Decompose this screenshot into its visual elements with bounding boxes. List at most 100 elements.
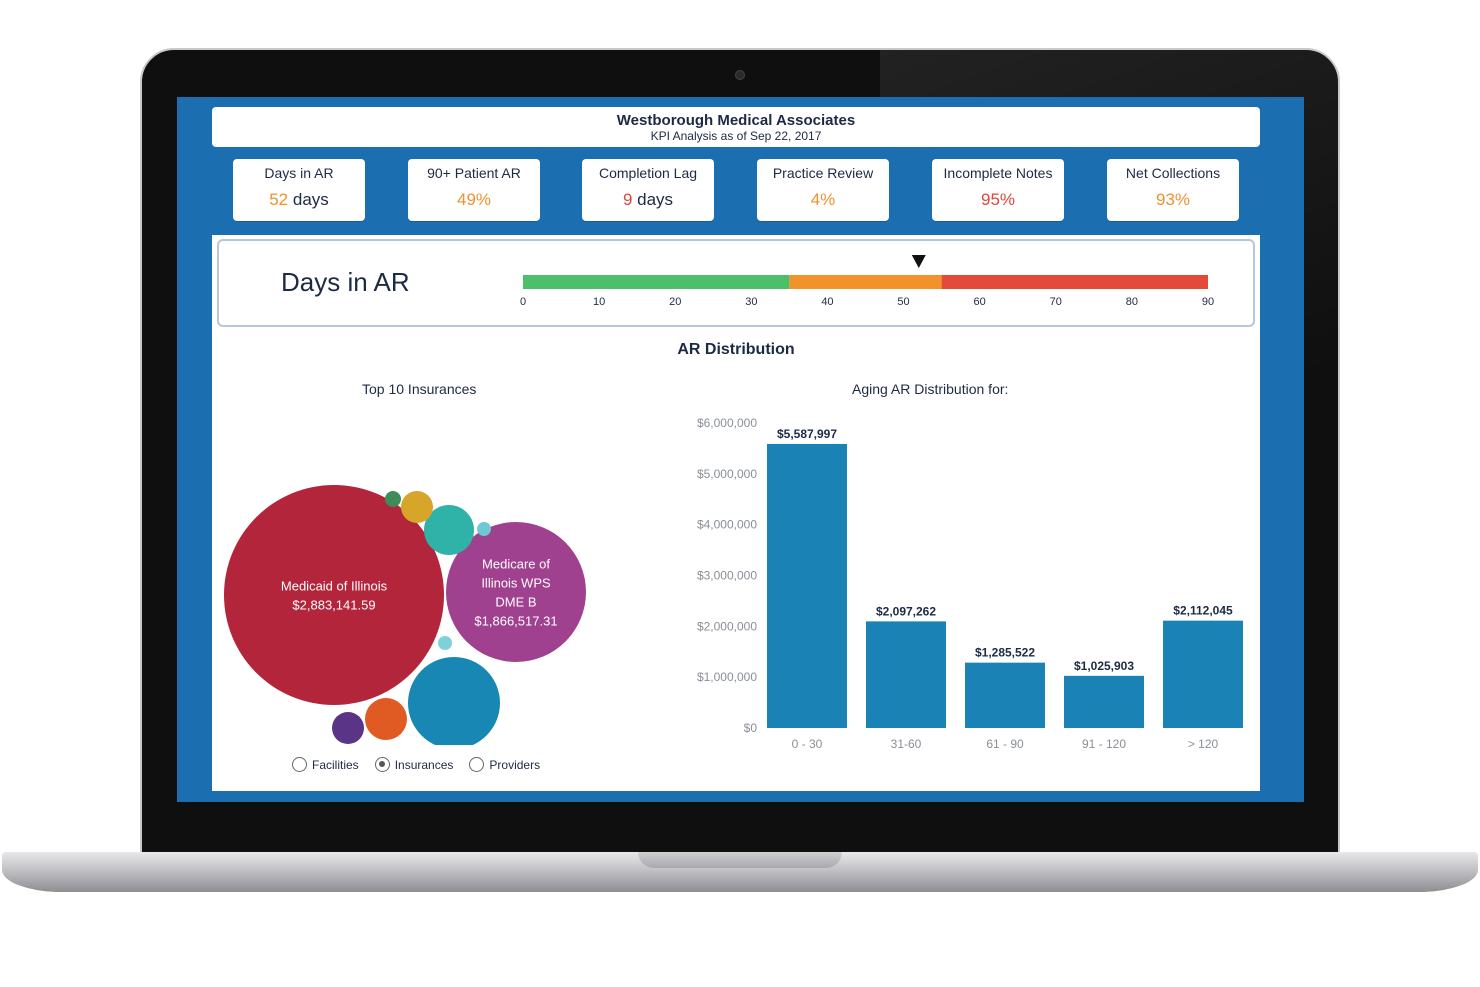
kpi-value-number: 49%: [456, 190, 492, 209]
bar-3[interactable]: [1064, 675, 1144, 728]
kpi-label: Completion Lag: [598, 165, 698, 181]
gauge-tick-label: 0: [520, 296, 526, 308]
radio-providers[interactable]: [469, 757, 485, 772]
filter-providers[interactable]: Providers: [469, 757, 540, 772]
days-in-ar-gauge: Days in AR 0 10 20 30 40 50 60 70 80 90: [217, 239, 1255, 327]
camera-icon: [735, 70, 745, 80]
gauge-tick-label: 30: [745, 296, 757, 308]
gauge-tick-label: 40: [821, 296, 833, 308]
kpi-value-number: 93%: [1155, 190, 1191, 209]
kpi-card-3[interactable]: Practice Review 4%: [757, 159, 889, 221]
gauge-segment-0: [523, 275, 790, 289]
filter-providers-label: Providers: [489, 757, 541, 772]
kpi-label: Days in AR: [264, 165, 334, 181]
insurance-bubble-4[interactable]: [365, 698, 407, 740]
x-category-label: 91 - 120: [1082, 737, 1126, 751]
x-category-label: 31-60: [891, 737, 922, 751]
laptop-base-notch: [638, 852, 842, 868]
filter-insurances[interactable]: Insurances: [374, 757, 454, 772]
kpi-value-unit: days: [288, 190, 329, 209]
bar-4[interactable]: [1163, 620, 1243, 728]
insurance-bubble-1[interactable]: [446, 522, 586, 662]
bubble-label: $2,883,141.59: [292, 598, 375, 613]
distribution-filter: Facilities Insurances Providers: [292, 757, 540, 772]
y-tick-label: $0: [744, 721, 758, 735]
gauge-tick-label: 20: [669, 296, 681, 308]
main-panel: Days in AR 0 10 20 30 40 50 60 70 80 90 AR Distri…: [212, 235, 1260, 791]
kpi-value-number: 52: [269, 190, 289, 209]
y-tick-label: $5,000,000: [697, 467, 757, 481]
gauge-tick-label: 60: [974, 296, 986, 308]
y-tick-label: $1,000,000: [697, 670, 757, 684]
bubble-label: Medicaid of Illinois: [281, 579, 388, 594]
bubble-label: Medicare of: [482, 557, 550, 572]
kpi-value: 95%: [932, 190, 1064, 210]
gauge-tick-label: 80: [1126, 296, 1138, 308]
kpi-value: 4%: [757, 190, 889, 210]
kpi-value: 52 days: [233, 190, 365, 210]
y-tick-label: $2,000,000: [697, 619, 757, 633]
insurance-bubble-6[interactable]: [332, 712, 364, 744]
radio-insurances[interactable]: [374, 757, 390, 772]
bar-data-label: $2,112,045: [1173, 604, 1233, 618]
y-tick-label: $3,000,000: [697, 569, 757, 583]
bubble-label: DME B: [495, 595, 536, 610]
kpi-card-5[interactable]: Net Collections 93%: [1107, 159, 1239, 221]
insurance-bubble-8[interactable]: [477, 522, 491, 536]
x-category-label: > 120: [1188, 737, 1219, 751]
kpi-card-2[interactable]: Completion Lag 9 days: [582, 159, 714, 221]
gauge-marker-icon: [911, 255, 926, 268]
kpi-value-number: 95%: [980, 190, 1016, 209]
bubble-label: Illinois WPS: [481, 576, 551, 591]
aging-ar-title: Aging AR Distribution for:: [852, 381, 1009, 397]
gauge-segment-2: [941, 275, 1208, 289]
dashboard-header: Westborough Medical Associates KPI Analy…: [212, 107, 1260, 147]
y-tick-label: $6,000,000: [697, 416, 757, 430]
dashboard-screen: Westborough Medical Associates KPI Analy…: [177, 97, 1304, 802]
x-category-label: 0 - 30: [792, 737, 823, 751]
kpi-card-0[interactable]: Days in AR 52 days: [233, 159, 365, 221]
kpi-value-number: 4%: [810, 190, 836, 209]
bar-data-label: $1,025,903: [1074, 659, 1134, 673]
kpi-label: Net Collections: [1125, 165, 1221, 181]
y-tick-label: $4,000,000: [697, 518, 757, 532]
insurance-bubble-9[interactable]: [438, 636, 452, 650]
insurance-bubble-3[interactable]: [424, 505, 474, 555]
insurance-bubble-0[interactable]: [224, 485, 444, 705]
gauge-chart: 0 10 20 30 40 50 60 70 80 90: [520, 255, 1214, 308]
bar-0[interactable]: [767, 443, 847, 728]
kpi-value: 9 days: [582, 190, 714, 210]
gauge-tick-label: 70: [1050, 296, 1062, 308]
kpi-label: Incomplete Notes: [943, 165, 1053, 181]
bar-2[interactable]: [965, 662, 1045, 728]
insurance-bubble-2[interactable]: [408, 657, 500, 745]
filter-insurances-label: Insurances: [394, 757, 454, 772]
insurance-bubble-7[interactable]: [385, 491, 401, 507]
filter-facilities-label: Facilities: [312, 757, 359, 772]
practice-title: Westborough Medical Associates: [616, 112, 856, 129]
x-category-label: 61 - 90: [986, 737, 1024, 751]
kpi-date-subtitle: KPI Analysis as of Sep 22, 2017: [650, 129, 822, 143]
kpi-value: 93%: [1107, 190, 1239, 210]
insurance-bubble-5[interactable]: [401, 491, 433, 523]
gauge-title: Days in AR: [281, 267, 410, 297]
bar-data-label: $5,587,997: [777, 427, 837, 441]
insurance-bubble-chart: Medicaid of Illinois $2,883,141.59 Medicar…: [224, 485, 586, 745]
ar-distribution-title: AR Distribution: [677, 341, 795, 358]
kpi-value-number: 9: [622, 190, 633, 209]
kpi-value-unit: days: [632, 190, 674, 209]
aging-ar-bar-chart: $0 $1,000,000 $2,000,000 $3,000,000 $4,000,0…: [697, 416, 1243, 751]
gauge-tick-label: 50: [897, 296, 909, 308]
filter-facilities[interactable]: Facilities: [292, 757, 359, 772]
bar-1[interactable]: [866, 621, 946, 728]
top-insurances-title: Top 10 Insurances: [362, 381, 477, 397]
kpi-label: Practice Review: [772, 165, 874, 181]
bubble-label: $1,866,517.31: [474, 614, 557, 629]
kpi-card-1[interactable]: 90+ Patient AR 49%: [408, 159, 540, 221]
gauge-tick-label: 10: [593, 296, 605, 308]
radio-facilities[interactable]: [292, 757, 307, 772]
kpi-card-4[interactable]: Incomplete Notes 95%: [932, 159, 1064, 221]
bar-data-label: $1,285,522: [975, 646, 1035, 660]
kpi-label: 90+ Patient AR: [427, 165, 521, 181]
gauge-segment-1: [789, 275, 942, 289]
